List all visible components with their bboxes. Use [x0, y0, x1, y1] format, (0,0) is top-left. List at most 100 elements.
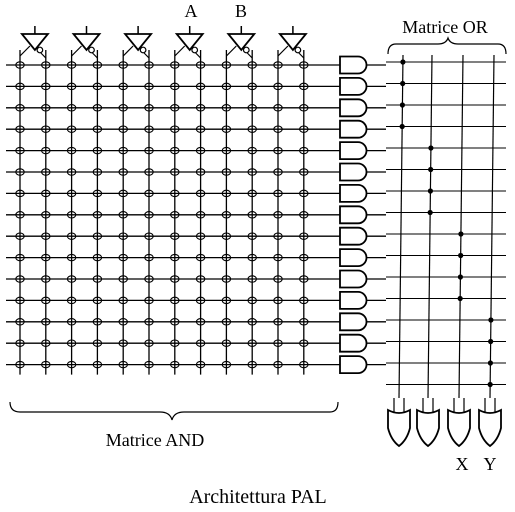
fuse	[247, 168, 257, 176]
fuse	[92, 61, 103, 69]
fuse	[15, 125, 25, 133]
input-buffers	[19, 26, 308, 59]
fuse	[247, 146, 257, 155]
fuse	[118, 61, 128, 69]
output-label-y: Y	[484, 454, 497, 474]
fuse	[92, 253, 103, 262]
fuse	[273, 275, 283, 283]
fuse	[144, 211, 154, 219]
fuse	[273, 253, 283, 262]
fuse	[221, 125, 232, 133]
fuse	[41, 232, 51, 240]
input-buffer-icon	[277, 26, 308, 59]
fuse	[15, 275, 25, 283]
fuse	[247, 211, 257, 219]
fuse	[247, 82, 257, 91]
fuse	[41, 296, 51, 305]
fuse	[41, 125, 51, 133]
fuse	[144, 232, 154, 240]
or-connection-dot	[488, 338, 494, 345]
fuse	[41, 275, 51, 283]
fuse	[221, 275, 232, 283]
fuse	[118, 339, 128, 347]
fuse	[273, 318, 283, 326]
fuse	[66, 360, 77, 369]
fuse	[92, 211, 103, 219]
fuse	[118, 318, 128, 326]
fuse	[273, 296, 283, 305]
fuse	[299, 104, 309, 112]
fuse	[170, 275, 180, 283]
fuse	[66, 61, 77, 69]
fuse	[273, 82, 283, 91]
fuse	[41, 168, 51, 176]
fuse	[144, 104, 154, 112]
input-label-b: B	[235, 1, 247, 21]
fuse	[273, 61, 283, 69]
fuse	[41, 211, 51, 219]
fuse	[92, 189, 103, 198]
fuse	[15, 104, 25, 112]
fuse	[15, 296, 25, 305]
fuse	[299, 168, 309, 176]
and-gate-icon	[339, 291, 386, 310]
or-column-line	[489, 54, 495, 399]
fuse	[144, 61, 154, 69]
or-connection-dot	[427, 188, 434, 194]
input-buffer-icon	[174, 26, 205, 59]
fuse	[221, 318, 232, 326]
fuse	[247, 104, 257, 112]
fuse	[247, 275, 257, 283]
fuse	[299, 146, 309, 155]
fuse	[118, 189, 128, 198]
or-column-line	[458, 54, 464, 399]
fuse	[66, 296, 77, 305]
fuse	[118, 296, 128, 305]
or-connection-dot	[487, 381, 493, 388]
fuse	[66, 189, 77, 198]
and-gate-icon	[339, 162, 386, 182]
fuse	[66, 168, 77, 176]
fuse	[247, 296, 257, 305]
fuse	[170, 296, 180, 305]
fuse	[118, 360, 128, 369]
fuse	[144, 275, 154, 283]
and-gate-icon	[339, 184, 386, 203]
fuse	[247, 61, 257, 69]
or-gates	[387, 398, 502, 448]
fuse	[299, 232, 309, 240]
or-gate-icon	[387, 398, 411, 448]
fuse	[299, 125, 309, 133]
fuse	[247, 232, 257, 240]
fuse	[144, 360, 154, 369]
fuse	[273, 189, 283, 198]
fuse	[170, 253, 180, 262]
or-connection-dot	[428, 145, 434, 151]
and-matrix-fuses	[15, 61, 309, 369]
fuse	[299, 275, 309, 283]
fuse	[144, 146, 154, 155]
fuse	[170, 211, 180, 219]
fuse	[170, 339, 180, 347]
fuse	[299, 189, 309, 198]
fuse	[15, 232, 25, 240]
fuse	[66, 275, 77, 283]
fuse	[118, 82, 128, 91]
fuse	[221, 253, 232, 262]
fuse	[221, 232, 232, 240]
fuse	[221, 61, 232, 69]
or-connection-dot	[427, 209, 433, 216]
and-gate-icon	[339, 55, 386, 75]
and-gate-icon	[339, 77, 386, 96]
output-label-x: X	[456, 454, 469, 474]
or-connection-dot	[399, 102, 406, 108]
fuse	[144, 189, 154, 198]
fuse	[195, 339, 206, 347]
fuse	[299, 61, 309, 69]
and-gate-icon	[339, 355, 386, 374]
fuse	[195, 253, 206, 262]
fuse	[221, 146, 232, 155]
diagram-caption: Architettura PAL	[189, 486, 327, 508]
fuse	[273, 146, 283, 155]
fuse	[170, 189, 180, 198]
